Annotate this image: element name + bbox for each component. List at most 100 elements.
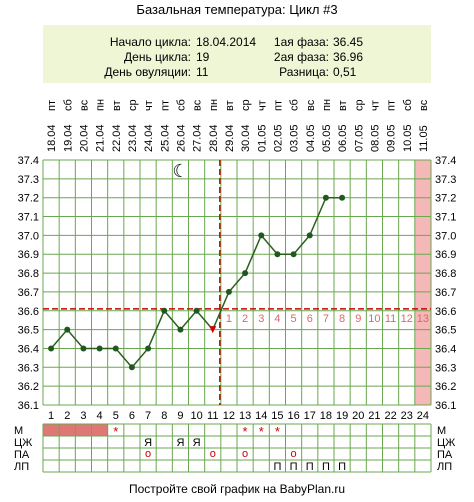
weekday-label: ср: [353, 99, 365, 111]
y-tick-label-right: 36.1: [435, 400, 456, 412]
data-point[interactable]: [258, 232, 265, 239]
x-tick-label: 13: [239, 410, 251, 422]
phase2-day-number: 12: [401, 313, 413, 325]
weekday-label: пт: [272, 100, 284, 111]
data-point[interactable]: [161, 307, 168, 314]
date-label: 23.04: [127, 124, 139, 152]
y-tick-label-right: 36.8: [435, 268, 456, 280]
phase2-day-number: 10: [368, 313, 380, 325]
date-label: 19.04: [62, 124, 74, 152]
m-star-mark: *: [243, 424, 248, 439]
czh-row-label-left: ЦЖ: [14, 437, 32, 449]
weekday-label: сб: [289, 99, 301, 111]
weekday-label: чт: [256, 100, 268, 111]
y-tick-label-right: 37.1: [435, 212, 456, 224]
x-tick-label: 9: [177, 410, 183, 422]
y-tick-label-right: 36.2: [435, 381, 456, 393]
cycle-info-panel: Начало цикла: 18.04.2014 День цикла: 19 …: [43, 25, 431, 83]
y-tick-label-right: 36.7: [435, 287, 456, 299]
y-tick-label-right: 37.0: [435, 230, 456, 242]
weekday-label: сб: [402, 99, 414, 111]
data-point[interactable]: [306, 232, 313, 239]
phase2-day-number: 5: [291, 313, 297, 325]
x-tick-label: 15: [271, 410, 283, 422]
phase2-day-number: 2: [242, 313, 248, 325]
footer-link[interactable]: Постройте свой график на BabyPlan.ru: [128, 482, 346, 496]
lp-row-label-right: ЛП: [437, 461, 452, 473]
weekday-label: вс: [192, 99, 204, 111]
y-tick-label-left: 36.4: [18, 343, 39, 355]
phase1-label: 1ая фаза:: [273, 35, 329, 49]
pa-mark: o: [242, 448, 248, 460]
data-point[interactable]: [145, 345, 152, 352]
data-point[interactable]: [48, 345, 55, 352]
cycle-start-label: Начало цикла:: [109, 35, 191, 49]
difference-value: 0,51: [333, 65, 357, 79]
weekday-label: вс: [305, 99, 317, 111]
pa-mark: o: [145, 448, 151, 460]
phase2-day-number: 7: [323, 313, 329, 325]
date-label: 27.04: [192, 124, 204, 152]
x-tick-label: 4: [97, 410, 103, 422]
weekday-label: чт: [143, 100, 155, 111]
y-tick-label-left: 36.2: [18, 381, 39, 393]
data-point[interactable]: [80, 345, 87, 352]
date-label: 30.04: [240, 124, 252, 152]
lp-mark: П: [306, 461, 314, 473]
weekday-label: сб: [62, 99, 74, 111]
data-point[interactable]: [274, 251, 281, 258]
y-tick-label-right: 36.4: [435, 343, 456, 355]
x-tick-label: 7: [145, 410, 151, 422]
pa-mark: o: [210, 448, 216, 460]
data-point[interactable]: [225, 288, 232, 295]
date-label: 20.04: [78, 124, 90, 152]
lp-mark: П: [290, 461, 298, 473]
weekday-label: ср: [127, 99, 139, 111]
moon-icon: ☾: [172, 161, 188, 181]
ovulation-day-value: 11: [196, 65, 209, 79]
y-tick-label-left: 36.1: [18, 400, 39, 412]
date-label: 03.05: [289, 124, 301, 152]
y-tick-label-right: 36.9: [435, 249, 456, 261]
date-label: 04.05: [305, 124, 317, 152]
phase2-day-number: 1: [226, 313, 232, 325]
phase2-day-number: 9: [355, 313, 361, 325]
chart-title: Базальная температура: Цикл #3: [136, 2, 338, 17]
weekday-label: пт: [46, 100, 58, 111]
data-point[interactable]: [242, 270, 249, 277]
period-cell: [75, 424, 92, 436]
czh-row-label-right: ЦЖ: [437, 437, 455, 449]
date-label: 09.05: [386, 124, 398, 152]
lp-mark: П: [338, 461, 346, 473]
pa-row-label-right: ПА: [437, 449, 453, 461]
data-point[interactable]: [339, 194, 346, 201]
m-star-mark: *: [113, 424, 118, 439]
data-point[interactable]: [193, 307, 200, 314]
data-point[interactable]: [96, 345, 103, 352]
data-point[interactable]: [112, 345, 119, 352]
weekday-label: вт: [224, 100, 236, 111]
y-tick-label-left: 36.5: [18, 325, 39, 337]
ovulation-point[interactable]: [209, 326, 217, 334]
data-point[interactable]: [177, 326, 184, 333]
m-star-mark: *: [259, 424, 264, 439]
temperature-line: [50, 196, 343, 369]
y-tick-label-left: 36.8: [18, 268, 39, 280]
data-point[interactable]: [64, 326, 71, 333]
lp-mark: П: [273, 461, 281, 473]
data-point[interactable]: [322, 194, 329, 201]
data-point[interactable]: [290, 251, 297, 258]
cycle-start-value: 18.04.2014: [196, 35, 257, 49]
weekday-label: вт: [111, 100, 123, 111]
highlight-column: [414, 160, 431, 405]
period-cell: [59, 424, 76, 436]
weekday-label: пн: [208, 99, 220, 111]
x-tick-label: 3: [80, 410, 86, 422]
phase2-day-number: 11: [385, 313, 396, 325]
weekday-label: вс: [78, 99, 90, 111]
period-cell: [91, 424, 108, 436]
cycle-day-value: 19: [196, 50, 210, 64]
data-point[interactable]: [128, 364, 135, 371]
x-tick-label: 14: [255, 410, 267, 422]
phase2-day-number: 6: [307, 313, 313, 325]
